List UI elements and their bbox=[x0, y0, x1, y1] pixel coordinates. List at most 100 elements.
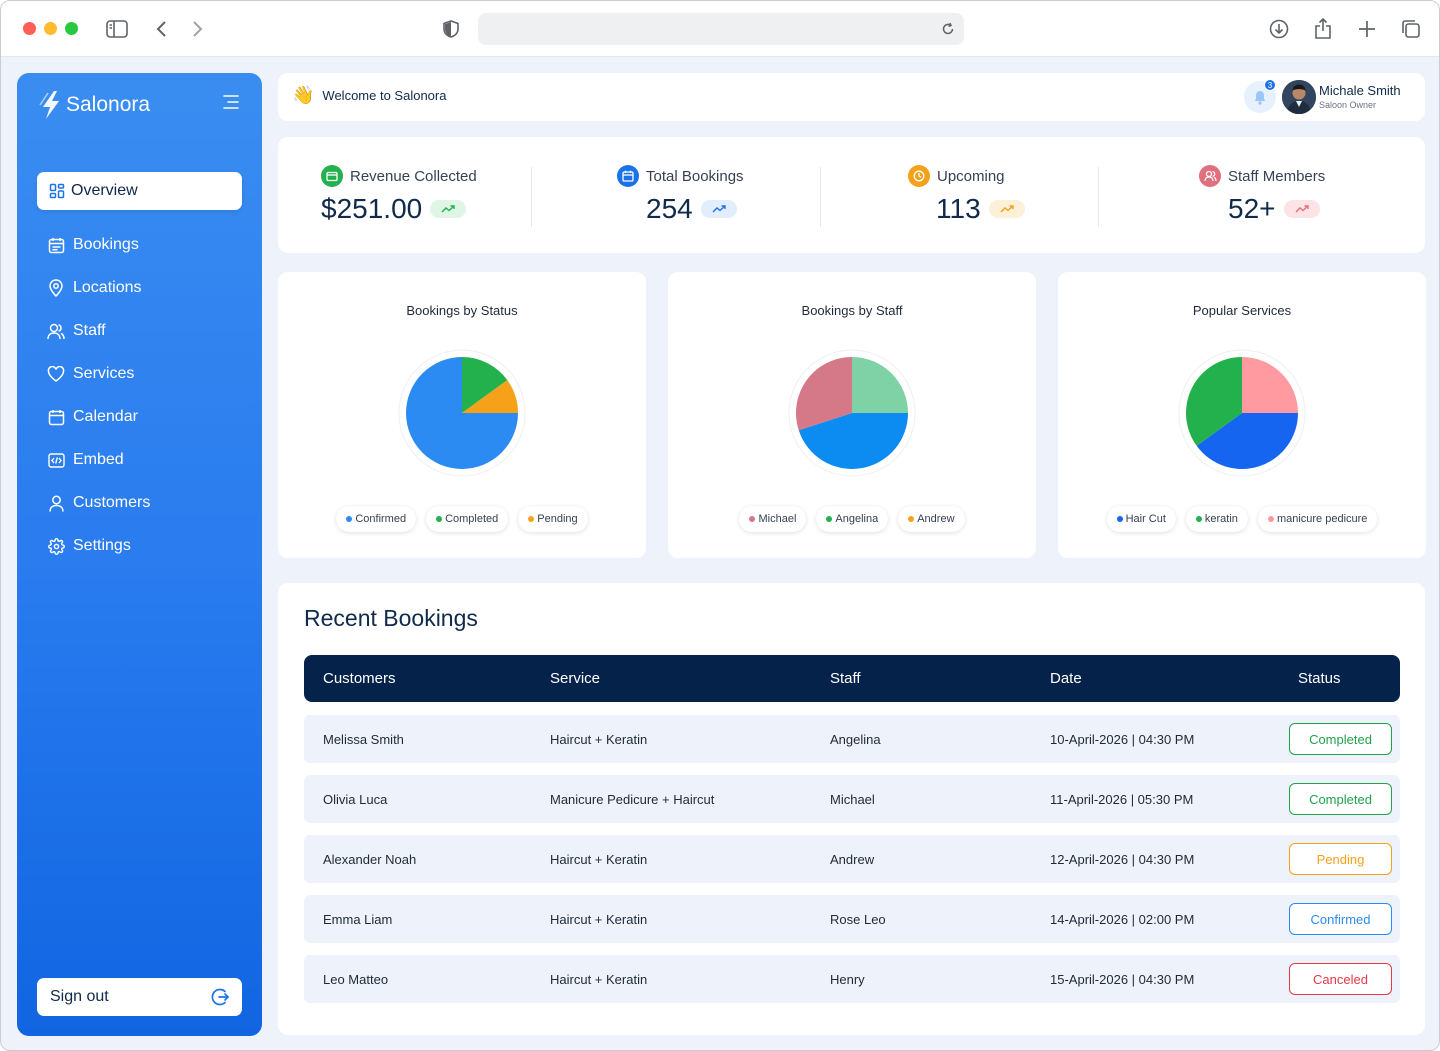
heart-icon bbox=[47, 365, 65, 383]
stat-value: 113 bbox=[936, 193, 981, 224]
stat-divider bbox=[531, 167, 532, 227]
sign-out-button[interactable]: Sign out bbox=[37, 978, 242, 1016]
share-icon[interactable] bbox=[1309, 15, 1337, 43]
cell-date: 10-April-2026 | 04:30 PM bbox=[1050, 731, 1195, 747]
pie-slice-confirmed[interactable] bbox=[406, 357, 518, 469]
column-header-date[interactable]: Date bbox=[1050, 670, 1082, 687]
legend-item[interactable]: Confirmed bbox=[336, 506, 417, 532]
pie-slice-michael[interactable] bbox=[796, 357, 852, 431]
browser-toolbar bbox=[1, 1, 1439, 57]
legend-item[interactable]: Completed bbox=[426, 506, 509, 532]
sidebar-item-embed[interactable]: Embed bbox=[47, 448, 124, 472]
stat-label: Staff Members bbox=[1228, 167, 1326, 185]
cell-date: 14-April-2026 | 02:00 PM bbox=[1050, 911, 1195, 927]
column-header-customers[interactable]: Customers bbox=[323, 670, 396, 687]
stats-panel: Revenue Collected $251.00 Total Bookings… bbox=[278, 137, 1425, 253]
legend-label: Pending bbox=[537, 513, 578, 525]
legend-label: Completed bbox=[445, 513, 499, 525]
legend-item[interactable]: Hair Cut bbox=[1106, 506, 1176, 532]
sidebar-item-label: Overview bbox=[71, 182, 138, 199]
stat-staff-members: Staff Members 52+ bbox=[1199, 165, 1325, 225]
table-row[interactable]: Olivia Luca Manicure Pedicure + Haircut … bbox=[304, 775, 1400, 823]
maximize-window-button[interactable] bbox=[65, 22, 78, 35]
stat-label: Total Bookings bbox=[646, 167, 744, 185]
menu-toggle-icon[interactable] bbox=[222, 93, 240, 111]
pie-slice-andrew[interactable] bbox=[798, 413, 908, 469]
legend-dot bbox=[1116, 516, 1123, 522]
tab-overview-icon[interactable] bbox=[1397, 15, 1425, 43]
sidebar-item-settings[interactable]: Settings bbox=[47, 534, 131, 558]
brand-logo[interactable]: Salonora bbox=[39, 89, 150, 121]
calendar-icon bbox=[47, 408, 65, 426]
sidebar-item-locations[interactable]: Locations bbox=[47, 276, 142, 300]
sidebar-item-calendar[interactable]: Calendar bbox=[47, 405, 138, 429]
avatar[interactable] bbox=[1282, 80, 1316, 114]
sidebar-item-services[interactable]: Services bbox=[47, 362, 134, 386]
stat-divider bbox=[820, 167, 821, 227]
sidebar-item-staff[interactable]: Staff bbox=[47, 319, 106, 343]
trend-up-icon bbox=[1283, 200, 1320, 218]
legend-item[interactable]: Michael bbox=[739, 506, 807, 532]
cell-staff: Henry bbox=[830, 971, 865, 987]
minimize-window-button[interactable] bbox=[44, 22, 57, 35]
sidebar-toggle-icon[interactable] bbox=[103, 15, 131, 43]
shield-icon[interactable] bbox=[437, 15, 465, 43]
pie-slice-completed[interactable] bbox=[462, 357, 508, 413]
chart-card-bookings-status: Bookings by Status Confirmed Completed P… bbox=[278, 272, 646, 558]
sidebar-item-bookings[interactable]: Bookings bbox=[47, 233, 139, 257]
pie-slice-keratin[interactable] bbox=[1186, 357, 1242, 446]
section-title: Recent Bookings bbox=[304, 605, 478, 631]
cell-date: 12-April-2026 | 04:30 PM bbox=[1050, 851, 1195, 867]
table-row[interactable]: Leo Matteo Haircut + Keratin Henry 15-Ap… bbox=[304, 955, 1400, 1003]
status-badge[interactable]: Completed bbox=[1289, 783, 1392, 815]
pie-slice-hair-cut[interactable] bbox=[1196, 413, 1298, 469]
code-icon bbox=[47, 451, 65, 469]
legend-dot bbox=[749, 516, 756, 522]
download-icon[interactable] bbox=[1265, 15, 1293, 43]
waving-hand-icon: 👋 bbox=[292, 85, 315, 105]
pie-slice-manicure-pedicure[interactable] bbox=[1242, 357, 1298, 413]
cell-service: Haircut + Keratin bbox=[550, 731, 648, 747]
column-header-service[interactable]: Service bbox=[550, 670, 601, 687]
forward-icon[interactable] bbox=[183, 15, 211, 43]
legend-item[interactable]: manicure pedicure bbox=[1257, 506, 1378, 532]
back-icon[interactable] bbox=[148, 15, 176, 43]
legend-item[interactable]: Angelina bbox=[816, 506, 889, 532]
status-badge[interactable]: Confirmed bbox=[1289, 903, 1392, 935]
recent-bookings-panel: Recent Bookings Customers Service Staff … bbox=[278, 583, 1425, 1035]
sidebar-item-label: Calendar bbox=[73, 408, 138, 425]
legend-dot bbox=[1195, 516, 1202, 522]
sidebar-item-overview[interactable]: Overview bbox=[37, 172, 242, 210]
status-badge[interactable]: Canceled bbox=[1289, 963, 1392, 995]
cell-service: Haircut + Keratin bbox=[550, 911, 648, 927]
welcome-message: 👋 Welcome to Salonora bbox=[292, 85, 446, 106]
legend-dot bbox=[1267, 516, 1274, 522]
pie-slice-pending[interactable] bbox=[462, 380, 518, 413]
status-badge[interactable]: Completed bbox=[1289, 723, 1392, 755]
table-row[interactable]: Alexander Noah Haircut + Keratin Andrew … bbox=[304, 835, 1400, 883]
sign-out-label: Sign out bbox=[50, 988, 109, 1005]
sidebar-item-label: Customers bbox=[73, 494, 151, 511]
table-row[interactable]: Emma Liam Haircut + Keratin Rose Leo 14-… bbox=[304, 895, 1400, 943]
table-row[interactable]: Melissa Smith Haircut + Keratin Angelina… bbox=[304, 715, 1400, 763]
reload-icon[interactable] bbox=[938, 19, 958, 39]
address-bar[interactable] bbox=[478, 13, 964, 45]
chart-legend: Hair Cut keratin manicure pedicure bbox=[1058, 506, 1426, 532]
sidebar-item-customers[interactable]: Customers bbox=[47, 491, 150, 515]
user-name[interactable]: Michale Smith bbox=[1319, 83, 1401, 98]
column-header-status[interactable]: Status bbox=[1298, 670, 1341, 687]
status-badge[interactable]: Pending bbox=[1289, 843, 1392, 875]
legend-label: Angelina bbox=[835, 513, 879, 525]
legend-item[interactable]: keratin bbox=[1185, 506, 1248, 532]
pie-slice-angelina[interactable] bbox=[852, 357, 908, 413]
stat-value: 52+ bbox=[1228, 193, 1276, 224]
stat-label: Upcoming bbox=[937, 167, 1005, 185]
column-header-staff[interactable]: Staff bbox=[830, 670, 861, 687]
legend-item[interactable]: Andrew bbox=[898, 506, 965, 532]
chart-card-popular-services: Popular Services Hair Cut keratin manicu… bbox=[1058, 272, 1426, 558]
pie-chart-bookings-staff bbox=[788, 349, 916, 477]
legend-item[interactable]: Pending bbox=[518, 506, 588, 532]
new-tab-icon[interactable] bbox=[1353, 15, 1381, 43]
lightning-logo-icon bbox=[39, 91, 59, 119]
close-window-button[interactable] bbox=[23, 22, 36, 35]
